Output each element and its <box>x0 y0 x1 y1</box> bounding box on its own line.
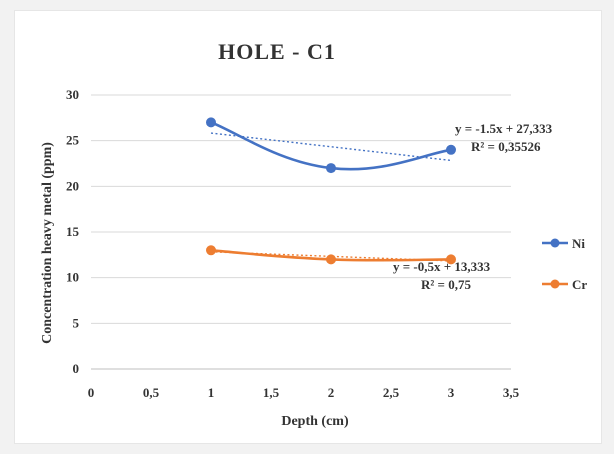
ni-series-line <box>210 121 452 171</box>
x-tick-3,5: 3,5 <box>503 385 520 400</box>
cr-point-3 <box>446 254 456 265</box>
x-tick-1,5: 1,5 <box>263 385 280 400</box>
legend: Ni Cr <box>542 236 587 292</box>
x-tick-0,5: 0,5 <box>143 385 160 400</box>
x-axis-label: Depth (cm) <box>281 414 349 429</box>
y-tick-20: 20 <box>66 178 79 193</box>
legend-ni-label: Ni <box>572 236 585 251</box>
legend-item-ni: Ni <box>542 236 585 251</box>
x-tick-3: 3 <box>448 385 455 400</box>
ni-trend-equation: y = -1.5x + 27,333 <box>455 121 553 136</box>
y-tick-25: 25 <box>66 133 80 148</box>
grid-lines <box>91 94 511 370</box>
chart-area: HOLE - C1 0 5 10 15 20 25 30 0 0,5 1 1,5 2 2,5 3 3,5 … <box>14 10 602 444</box>
cr-trend-r2: R² = 0,75 <box>421 277 471 292</box>
ni-point-1 <box>206 117 216 128</box>
cr-point-1 <box>206 245 216 256</box>
ni-equation: y = -1.5x + 27,333 R² = 0,35526 <box>455 121 553 154</box>
legend-item-cr: Cr <box>542 277 587 292</box>
x-tick-1: 1 <box>208 385 215 400</box>
y-tick-5: 5 <box>73 315 80 330</box>
cr-trend-equation: y = -0,5x + 13,333 <box>393 259 491 274</box>
cr-equation: y = -0,5x + 13,333 R² = 0,75 <box>393 259 491 292</box>
ni-trend-r2: R² = 0,35526 <box>471 139 541 154</box>
trendlines <box>210 132 452 262</box>
ni-trendline <box>210 132 452 162</box>
chart-title: HOLE - C1 <box>218 39 336 64</box>
y-tick-0: 0 <box>73 361 80 376</box>
legend-ni-marker <box>550 238 560 248</box>
legend-cr-label: Cr <box>572 277 587 292</box>
ni-point-3 <box>446 144 456 155</box>
x-tick-2,5: 2,5 <box>383 385 400 400</box>
x-tick-2: 2 <box>328 385 335 400</box>
y-tick-labels: 0 5 10 15 20 25 30 <box>66 87 80 376</box>
y-axis-label: Concentration heavy metal (ppm) <box>40 142 55 344</box>
x-tick-labels: 0 0,5 1 1,5 2 2,5 3 3,5 <box>88 385 520 400</box>
series-lines <box>206 117 456 265</box>
y-tick-10: 10 <box>66 270 79 285</box>
cr-point-2 <box>326 254 336 265</box>
legend-cr-marker <box>550 279 560 289</box>
y-tick-30: 30 <box>66 87 79 102</box>
x-tick-0: 0 <box>88 385 95 400</box>
ni-point-2 <box>326 163 336 174</box>
y-tick-15: 15 <box>66 224 80 239</box>
